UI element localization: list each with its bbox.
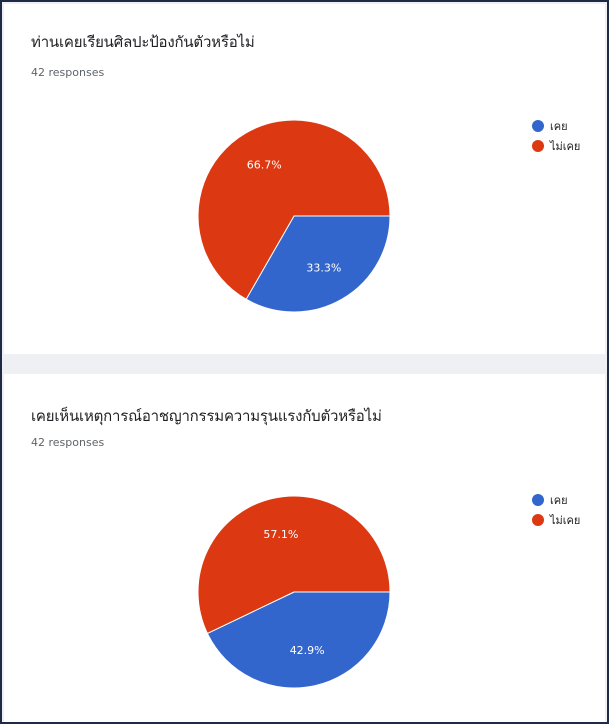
legend-item-yes[interactable]: เคย	[532, 490, 580, 510]
legend-label: เคย	[550, 494, 568, 507]
pie-chart-2: 42.9% 57.1%	[197, 495, 391, 689]
slice-value-label: 66.7%	[247, 158, 282, 171]
legend-swatch-icon	[532, 494, 544, 506]
legend-label: เคย	[550, 120, 568, 133]
chart-card-2: เคยเห็นเหตุการณ์อาชญากรรมความรุนแรงกับตั…	[4, 374, 605, 722]
legend-label: ไม่เคย	[550, 140, 581, 153]
chart-2-legend: เคย ไม่เคย	[532, 490, 580, 530]
legend-swatch-icon	[532, 140, 544, 152]
legend-item-yes[interactable]: เคย	[532, 116, 580, 136]
chart-1-legend: เคย ไม่เคย	[532, 116, 580, 156]
legend-label: ไม่เคย	[550, 514, 581, 527]
pie-slice-yes[interactable]	[206, 591, 391, 689]
slice-value-label: 57.1%	[263, 528, 298, 541]
pie-slice-yes[interactable]	[245, 215, 391, 313]
chart-2-title: เคยเห็นเหตุการณ์อาชญากรรมความรุนแรงกับตั…	[31, 407, 382, 425]
pie-slice-no[interactable]	[197, 495, 391, 635]
legend-swatch-icon	[532, 514, 544, 526]
chart-1-response-count: 42 responses	[31, 66, 105, 79]
legend-item-no[interactable]: ไม่เคย	[532, 510, 580, 530]
chart-2-response-count: 42 responses	[31, 436, 105, 449]
legend-item-no[interactable]: ไม่เคย	[532, 136, 580, 156]
chart-1-title: ท่านเคยเรียนศิลปะป้องกันตัวหรือไม่	[31, 33, 255, 51]
pie-slice-no[interactable]	[197, 119, 391, 300]
legend-swatch-icon	[532, 120, 544, 132]
slice-value-label: 42.9%	[290, 644, 325, 657]
pie-chart-1: 33.3% 66.7%	[197, 119, 391, 313]
chart-card-1: ท่านเคยเรียนศิลปะป้องกันตัวหรือไม่ 42 re…	[4, 4, 605, 354]
slice-value-label: 33.3%	[306, 262, 341, 275]
